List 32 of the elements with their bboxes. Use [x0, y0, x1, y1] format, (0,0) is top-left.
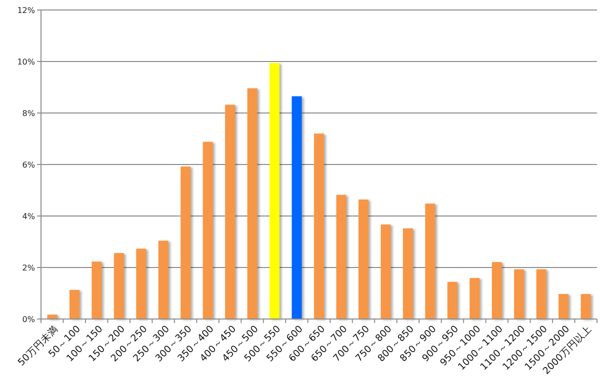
bar: [336, 194, 346, 319]
y-tick-label: 2%: [22, 263, 36, 272]
bar: [92, 262, 102, 319]
bar: [270, 63, 280, 319]
bar: [180, 166, 191, 319]
bar: [536, 269, 546, 319]
bar: [202, 142, 213, 319]
bar: [136, 248, 146, 319]
y-tick-label: 12%: [17, 6, 36, 15]
y-tick-label: 4%: [22, 212, 36, 221]
bar: [314, 134, 324, 319]
bar: [247, 88, 258, 319]
bar: [470, 278, 480, 319]
bar: [225, 104, 236, 319]
bar: [492, 262, 502, 319]
bar: [358, 200, 368, 319]
y-tick-label: 0%: [22, 314, 36, 324]
bar: [402, 228, 413, 319]
bar: [425, 204, 436, 319]
bar: [580, 294, 591, 319]
y-tick-label: 10%: [17, 57, 36, 66]
bar: [292, 96, 302, 319]
y-tick-label: 8%: [22, 108, 36, 118]
bar: [447, 282, 458, 319]
bar: [114, 253, 124, 319]
bar: [380, 224, 391, 319]
bar: [514, 269, 524, 319]
bar: [158, 240, 168, 319]
bar: [558, 294, 569, 319]
bar: [69, 290, 80, 319]
y-tick-label: 6%: [22, 160, 36, 170]
bar: [47, 314, 58, 319]
